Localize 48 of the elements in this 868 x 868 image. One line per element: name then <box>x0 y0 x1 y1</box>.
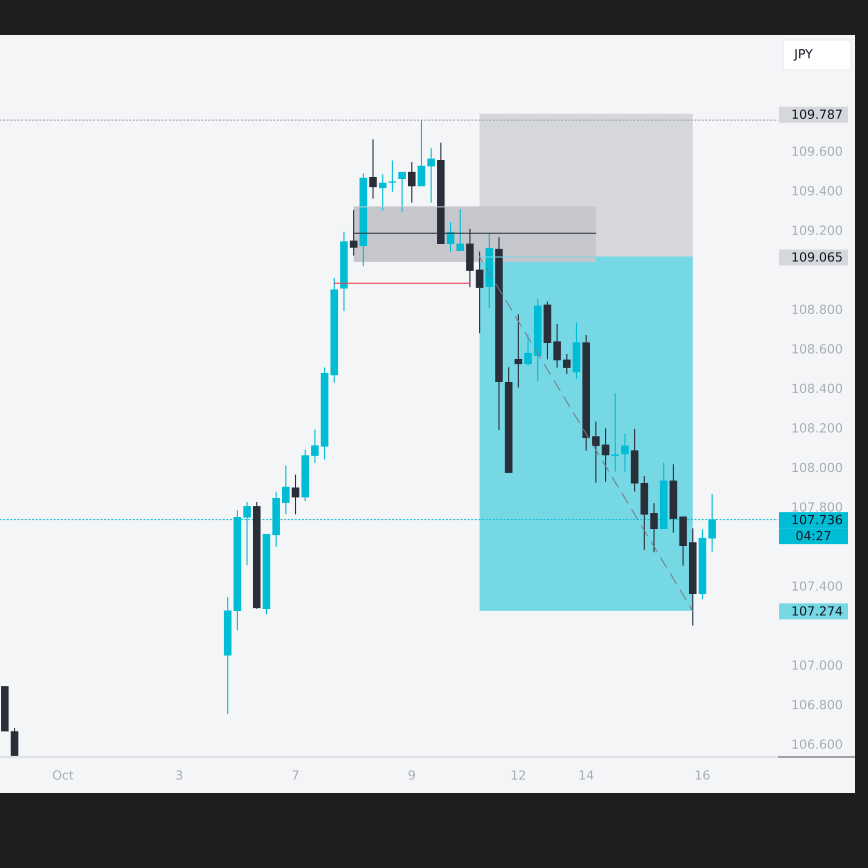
candlestick <box>553 323 561 368</box>
candlestick <box>592 421 600 484</box>
candlestick <box>388 160 396 192</box>
candlestick <box>292 474 300 515</box>
y-tick-label: 109.787 <box>792 110 842 119</box>
candlestick <box>408 162 416 204</box>
candlestick <box>611 392 620 472</box>
candlestick <box>456 208 464 252</box>
y-tick-label: 108.000 <box>792 462 842 472</box>
x-tick-label: 7 <box>292 770 298 780</box>
candlestick <box>282 464 290 515</box>
candlestick <box>418 120 426 187</box>
candlestick <box>378 174 386 211</box>
y-tick-label: 109.200 <box>792 226 842 235</box>
text: 04:27 <box>796 530 830 540</box>
y-tick-label: 109.065 <box>792 252 842 262</box>
y-tick-label: 107.274 <box>792 606 842 616</box>
y-tick-label: 107.000 <box>792 660 842 670</box>
y-tick-label: 109.600 <box>792 146 842 156</box>
y-tick-label: 108.200 <box>792 423 842 433</box>
candlestick <box>621 433 629 472</box>
candlestick <box>476 251 484 334</box>
x-tick-label: 16 <box>696 770 710 780</box>
x-tick-label: 14 <box>580 770 594 780</box>
y-tick-label: 106.600 <box>792 739 842 749</box>
y-tick-label: 109.400 <box>792 186 842 196</box>
candlestick <box>446 222 454 252</box>
y-tick-label: 108.800 <box>792 304 842 314</box>
y-tick-label: 107.800 <box>792 502 842 512</box>
candlestick <box>514 314 522 388</box>
y-tick-label: 108.600 <box>792 344 842 354</box>
y-tick-label: 107.400 <box>792 581 842 591</box>
candlestick <box>524 334 532 366</box>
y-tick-label: 106.800 <box>792 700 842 710</box>
candlestick <box>602 428 610 482</box>
y-tick-label: 107.736 <box>792 514 842 524</box>
x-tick-label: 3 <box>176 770 182 780</box>
candlestick <box>563 353 571 374</box>
candlestick <box>311 429 319 464</box>
candlestick <box>369 138 377 200</box>
y-axis-title: JPY <box>794 49 813 61</box>
x-tick-label: Oct <box>52 770 74 780</box>
x-tick-label: 9 <box>408 770 415 780</box>
y-tick-label: 108.400 <box>792 384 842 394</box>
candlestick <box>427 148 435 204</box>
candlestick <box>650 502 658 553</box>
x-tick-label: 12 <box>512 770 526 780</box>
candlestick <box>398 172 406 212</box>
